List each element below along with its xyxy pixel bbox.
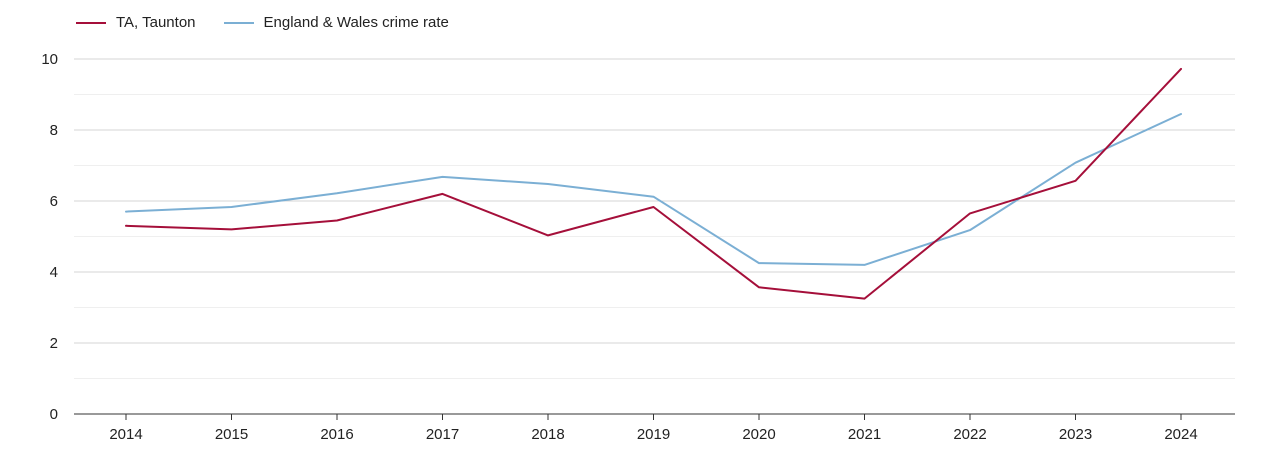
y-tick-label: 6 <box>50 193 58 210</box>
x-tick-label: 2017 <box>426 426 459 443</box>
x-tick-label: 2019 <box>637 426 670 443</box>
legend-label-ta-taunton: TA, Taunton <box>116 14 196 31</box>
y-tick-label: 2 <box>50 335 58 352</box>
legend-swatch-ta-taunton <box>76 21 106 24</box>
legend: TA, Taunton England & Wales crime rate <box>76 14 449 31</box>
y-tick-label: 8 <box>50 122 58 139</box>
legend-item-ta-taunton[interactable]: TA, Taunton <box>76 14 196 31</box>
x-tick-label: 2014 <box>109 426 142 443</box>
legend-item-england-wales[interactable]: England & Wales crime rate <box>223 14 449 31</box>
legend-label-england-wales: England & Wales crime rate <box>263 14 449 31</box>
x-tick-label: 2022 <box>953 426 986 443</box>
y-tick-label: 10 <box>41 51 58 68</box>
x-tick-label: 2021 <box>848 426 881 443</box>
x-tick-label: 2016 <box>320 426 353 443</box>
y-tick-label: 0 <box>50 406 58 423</box>
x-tick-label: 2023 <box>1059 426 1092 443</box>
series-line-ta-taunton <box>125 67 1182 300</box>
x-tick-label: 2018 <box>531 426 564 443</box>
legend-swatch-england-wales <box>223 21 254 24</box>
y-tick-label: 4 <box>50 264 58 281</box>
x-tick-label: 2015 <box>215 426 248 443</box>
series-line-england-wales <box>125 113 1182 266</box>
x-tick-label: 2020 <box>742 426 775 443</box>
x-tick-label: 2024 <box>1164 426 1197 443</box>
